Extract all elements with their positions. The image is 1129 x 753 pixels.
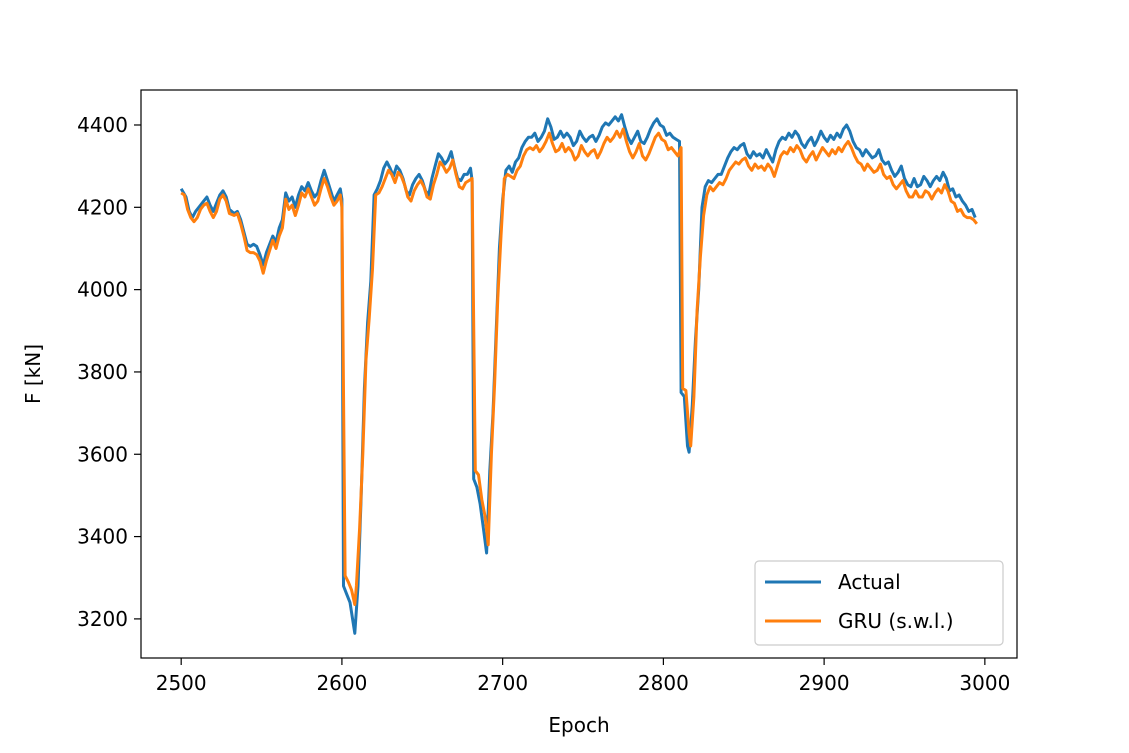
x-tick-label: 2900 — [799, 671, 850, 695]
y-axis-label: F [kN] — [21, 344, 45, 404]
plot-frame — [140, 89, 1018, 659]
x-tick-label: 2700 — [477, 671, 528, 695]
x-tick-label: 2500 — [156, 671, 207, 695]
x-tick-label: 2600 — [316, 671, 367, 695]
series-layer — [179, 113, 978, 635]
x-tick-label: 3000 — [959, 671, 1010, 695]
x-axis: 2500 2600 2700 2800 2900 3000 — [156, 658, 1010, 695]
y-axis: 3200 3400 3600 3800 4000 4200 4400 — [77, 113, 141, 631]
y-tick-label: 4000 — [77, 278, 128, 302]
y-tick-label: 4400 — [77, 113, 128, 137]
x-tick-label: 2800 — [638, 671, 689, 695]
series-line-actual — [179, 113, 977, 635]
y-tick-label: 4200 — [77, 195, 128, 219]
x-axis-label: Epoch — [548, 713, 609, 737]
legend-label-actual: Actual — [838, 570, 901, 594]
y-tick-label: 3400 — [77, 525, 128, 549]
series-line-gru — [180, 127, 978, 606]
y-tick-label: 3200 — [77, 607, 128, 631]
legend-label-gru: GRU (s.w.l.) — [838, 609, 954, 633]
legend: Actual GRU (s.w.l.) — [754, 560, 1004, 646]
y-tick-label: 3800 — [77, 360, 128, 384]
y-tick-label: 3600 — [77, 442, 128, 466]
